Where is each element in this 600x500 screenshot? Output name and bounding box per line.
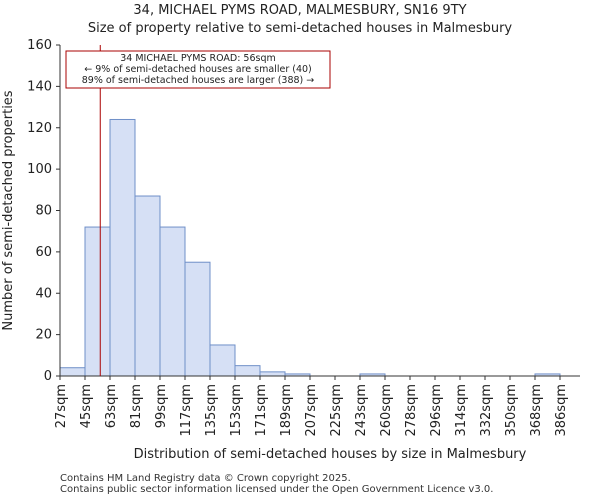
x-tick-label: 314sqm — [454, 384, 469, 437]
y-tick-label: 0 — [44, 369, 52, 384]
x-tick-label: 207sqm — [304, 384, 319, 437]
y-tick-label: 80 — [35, 204, 52, 219]
x-tick-label: 81sqm — [129, 384, 144, 428]
annotation-line-3: 89% of semi-detached houses are larger (… — [82, 75, 315, 86]
x-tick-label: 117sqm — [179, 384, 194, 437]
x-tick-label: 260sqm — [379, 384, 394, 437]
x-tick-label: 243sqm — [354, 384, 369, 437]
x-tick-label: 63sqm — [104, 384, 119, 428]
x-tick-label: 278sqm — [404, 384, 419, 437]
x-tick-label: 386sqm — [554, 384, 569, 437]
x-tick-label: 296sqm — [429, 384, 444, 437]
x-tick-label: 189sqm — [279, 384, 294, 437]
annotation-line-1: 34 MICHAEL PYMS ROAD: 56sqm — [120, 53, 276, 64]
bar-45sqm — [84, 226, 111, 377]
y-tick-label: 120 — [27, 121, 52, 136]
annotation-line-2: ← 9% of semi-detached houses are smaller… — [84, 64, 312, 75]
y-tick-label: 60 — [35, 245, 52, 260]
y-tick-label: 40 — [35, 286, 52, 301]
annotation-box — [65, 50, 331, 89]
bar-63sqm — [109, 118, 136, 377]
x-tick-label: 45sqm — [79, 384, 94, 428]
footer-copyright: Contains HM Land Registry data © Crown c… — [60, 473, 351, 484]
x-tick-label: 171sqm — [254, 384, 269, 437]
x-tick-label: 368sqm — [529, 384, 544, 437]
x-tick-label: 135sqm — [204, 384, 219, 437]
x-tick-label: 153sqm — [229, 384, 244, 437]
chart-title-line1: 34, MICHAEL PYMS ROAD, MALMESBURY, SN16 … — [133, 3, 467, 18]
footer-licence: Contains public sector information licen… — [60, 484, 494, 495]
y-tick-label: 160 — [27, 38, 52, 53]
bar-171sqm — [259, 371, 286, 377]
y-tick-label: 20 — [35, 328, 52, 343]
y-axis-label: Number of semi-detached properties — [1, 90, 16, 330]
bar-99sqm — [159, 226, 186, 377]
y-tick-label: 140 — [27, 79, 52, 94]
x-tick-label: 332sqm — [479, 384, 494, 437]
bar-153sqm — [234, 365, 261, 377]
y-tick-label: 100 — [27, 162, 52, 177]
bar-27sqm — [59, 367, 86, 377]
x-tick-label: 225sqm — [329, 384, 344, 437]
x-tick-label: 27sqm — [54, 384, 69, 428]
chart-title-line2: Size of property relative to semi-detach… — [87, 21, 513, 36]
bar-135sqm — [209, 344, 236, 377]
x-tick-label: 99sqm — [154, 384, 169, 428]
x-axis-label: Distribution of semi-detached houses by … — [134, 447, 527, 462]
x-tick-label: 350sqm — [504, 384, 519, 437]
bar-117sqm — [184, 261, 211, 377]
bar-81sqm — [134, 195, 161, 377]
